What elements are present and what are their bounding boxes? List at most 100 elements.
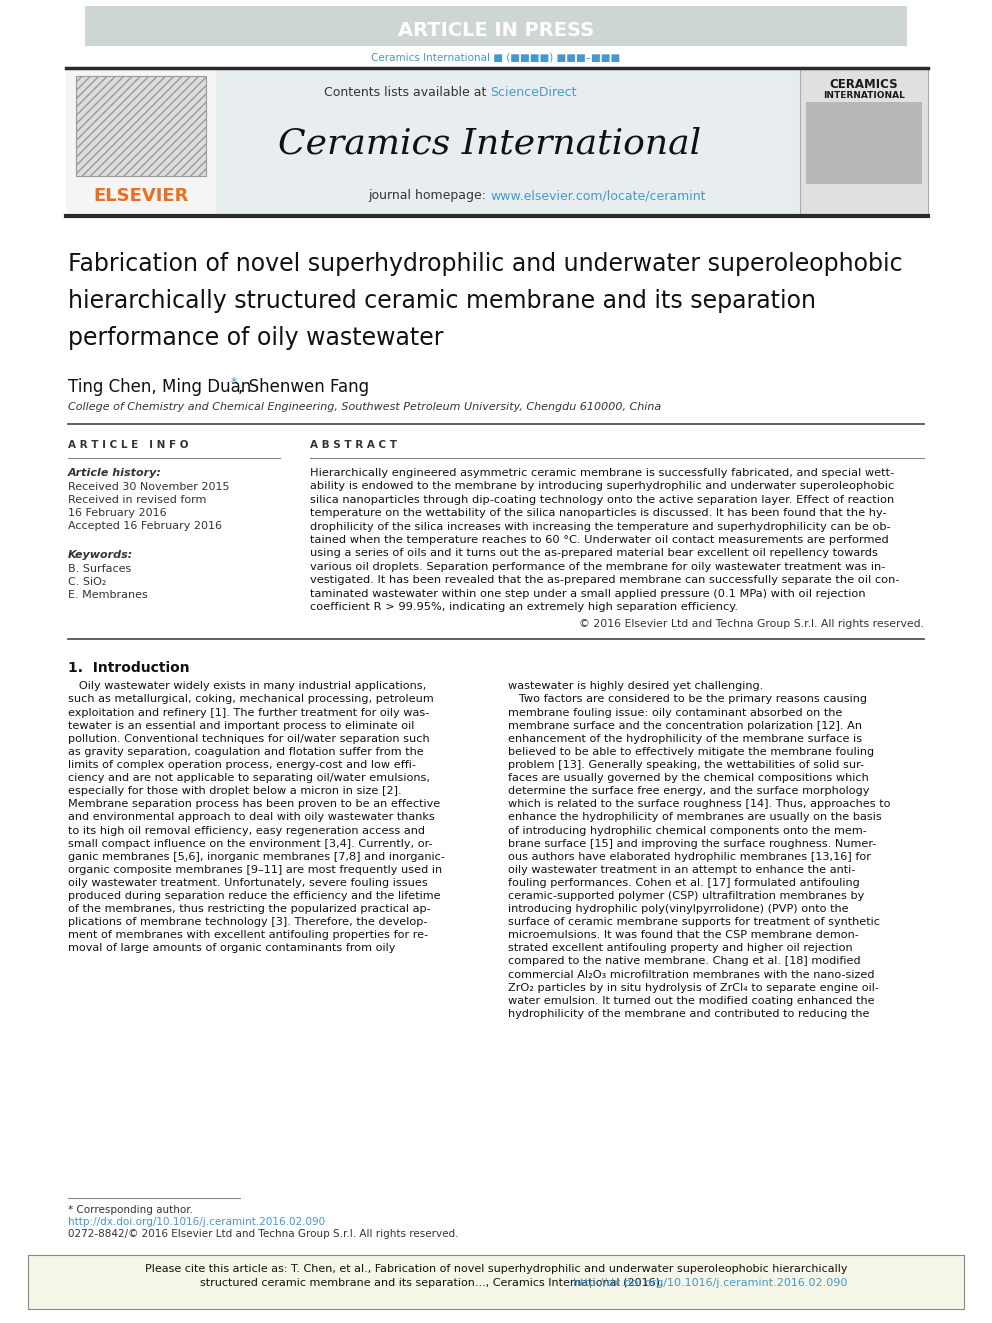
- Text: taminated wastewater within one step under a small applied pressure (0.1 MPa) wi: taminated wastewater within one step und…: [310, 589, 866, 598]
- Text: *: *: [231, 376, 237, 389]
- Text: brane surface [15] and improving the surface roughness. Numer-: brane surface [15] and improving the sur…: [508, 839, 876, 848]
- Text: Membrane separation process has been proven to be an effective: Membrane separation process has been pro…: [68, 799, 440, 810]
- Text: problem [13]. Generally speaking, the wettabilities of solid sur-: problem [13]. Generally speaking, the we…: [508, 759, 864, 770]
- Text: ous authors have elaborated hydrophilic membranes [13,16] for: ous authors have elaborated hydrophilic …: [508, 852, 871, 861]
- Text: of introducing hydrophilic chemical components onto the mem-: of introducing hydrophilic chemical comp…: [508, 826, 867, 836]
- Text: believed to be able to effectively mitigate the membrane fouling: believed to be able to effectively mitig…: [508, 747, 874, 757]
- Bar: [66, 67, 928, 216]
- Text: fouling performances. Cohen et al. [17] formulated antifouling: fouling performances. Cohen et al. [17] …: [508, 878, 860, 888]
- Text: 16 February 2016: 16 February 2016: [68, 508, 167, 519]
- Text: using a series of oils and it turns out the as-prepared material bear excellent : using a series of oils and it turns out …: [310, 549, 878, 558]
- Text: strated excellent antifouling property and higher oil rejection: strated excellent antifouling property a…: [508, 943, 853, 954]
- Text: http://dx.doi.org/10.1016/j.ceramint.2016.02.090: http://dx.doi.org/10.1016/j.ceramint.201…: [573, 1278, 848, 1289]
- Text: INTERNATIONAL: INTERNATIONAL: [823, 91, 905, 101]
- Text: ment of membranes with excellent antifouling properties for re-: ment of membranes with excellent antifou…: [68, 930, 429, 941]
- Text: C. SiO₂: C. SiO₂: [68, 577, 106, 587]
- Text: ARTICLE IN PRESS: ARTICLE IN PRESS: [398, 20, 594, 40]
- Text: Please cite this article as: T. Chen, et al., Fabrication of novel superhydrophi: Please cite this article as: T. Chen, et…: [145, 1263, 847, 1274]
- Text: compared to the native membrane. Chang et al. [18] modified: compared to the native membrane. Chang e…: [508, 957, 861, 967]
- Text: © 2016 Elsevier Ltd and Techna Group S.r.l. All rights reserved.: © 2016 Elsevier Ltd and Techna Group S.r…: [579, 619, 924, 630]
- Text: oily wastewater treatment. Unfortunately, severe fouling issues: oily wastewater treatment. Unfortunately…: [68, 878, 428, 888]
- Text: performance of oily wastewater: performance of oily wastewater: [68, 325, 443, 351]
- Text: moval of large amounts of organic contaminants from oily: moval of large amounts of organic contam…: [68, 943, 396, 954]
- Text: vestigated. It has been revealed that the as-prepared membrane can successfully : vestigated. It has been revealed that th…: [310, 576, 900, 585]
- Text: Two factors are considered to be the primary reasons causing: Two factors are considered to be the pri…: [508, 695, 867, 705]
- Text: produced during separation reduce the efficiency and the lifetime: produced during separation reduce the ef…: [68, 890, 440, 901]
- Text: membrane surface and the concentration polarization [12]. An: membrane surface and the concentration p…: [508, 721, 862, 730]
- Text: www.elsevier.com/locate/ceramint: www.elsevier.com/locate/ceramint: [490, 189, 705, 202]
- Bar: [28, 1256, 964, 1308]
- Text: Article history:: Article history:: [68, 468, 162, 478]
- Text: Hierarchically engineered asymmetric ceramic membrane is successfully fabricated: Hierarchically engineered asymmetric cer…: [310, 468, 894, 478]
- Text: such as metallurgical, coking, mechanical processing, petroleum: such as metallurgical, coking, mechanica…: [68, 695, 434, 705]
- Text: and environmental approach to deal with oily wastewater thanks: and environmental approach to deal with …: [68, 812, 434, 823]
- Bar: [85, 7, 907, 46]
- Text: temperature on the wettability of the silica nanoparticles is discussed. It has : temperature on the wettability of the si…: [310, 508, 887, 519]
- Text: CERAMICS: CERAMICS: [829, 78, 899, 90]
- Text: ScienceDirect: ScienceDirect: [490, 86, 576, 98]
- Text: A B S T R A C T: A B S T R A C T: [310, 441, 397, 450]
- Text: 0272-8842/© 2016 Elsevier Ltd and Techna Group S.r.l. All rights reserved.: 0272-8842/© 2016 Elsevier Ltd and Techna…: [68, 1229, 458, 1240]
- Bar: [66, 67, 216, 216]
- Text: wastewater is highly desired yet challenging.: wastewater is highly desired yet challen…: [508, 681, 763, 692]
- Text: pollution. Conventional techniques for oil/water separation such: pollution. Conventional techniques for o…: [68, 734, 430, 744]
- Text: limits of complex operation process, energy-cost and low effi-: limits of complex operation process, ene…: [68, 759, 416, 770]
- Text: introducing hydrophilic poly(vinylpyrrolidone) (PVP) onto the: introducing hydrophilic poly(vinylpyrrol…: [508, 904, 848, 914]
- Text: determine the surface free energy, and the surface morphology: determine the surface free energy, and t…: [508, 786, 869, 796]
- Text: which is related to the surface roughness [14]. Thus, approaches to: which is related to the surface roughnes…: [508, 799, 891, 810]
- Text: tewater is an essential and important process to eliminate oil: tewater is an essential and important pr…: [68, 721, 415, 730]
- Text: coefficient R > 99.95%, indicating an extremely high separation efficiency.: coefficient R > 99.95%, indicating an ex…: [310, 602, 738, 613]
- Bar: [76, 75, 206, 176]
- Text: various oil droplets. Separation performance of the membrane for oily wastewater: various oil droplets. Separation perform…: [310, 562, 886, 572]
- Text: Received in revised form: Received in revised form: [68, 495, 206, 505]
- Text: A R T I C L E   I N F O: A R T I C L E I N F O: [68, 441, 188, 450]
- Text: Ceramics International: Ceramics International: [279, 126, 701, 160]
- Text: Contents lists available at: Contents lists available at: [323, 86, 490, 98]
- Text: faces are usually governed by the chemical compositions which: faces are usually governed by the chemic…: [508, 773, 869, 783]
- Text: Fabrication of novel superhydrophilic and underwater superoleophobic: Fabrication of novel superhydrophilic an…: [68, 251, 903, 277]
- Text: ganic membranes [5,6], inorganic membranes [7,8] and inorganic-: ganic membranes [5,6], inorganic membran…: [68, 852, 444, 861]
- Text: water emulsion. It turned out the modified coating enhanced the: water emulsion. It turned out the modifi…: [508, 996, 875, 1005]
- Text: surface of ceramic membrane supports for treatment of synthetic: surface of ceramic membrane supports for…: [508, 917, 880, 927]
- Bar: [806, 102, 922, 184]
- Text: journal homepage:: journal homepage:: [368, 189, 490, 202]
- Text: commercial Al₂O₃ microfiltration membranes with the nano-sized: commercial Al₂O₃ microfiltration membran…: [508, 970, 875, 979]
- Text: Ceramics International ■ (■■■■) ■■■–■■■: Ceramics International ■ (■■■■) ■■■–■■■: [371, 53, 621, 64]
- Text: microemulsions. It was found that the CSP membrane demon-: microemulsions. It was found that the CS…: [508, 930, 859, 941]
- Text: hydrophilicity of the membrane and contributed to reducing the: hydrophilicity of the membrane and contr…: [508, 1009, 870, 1019]
- Text: Received 30 November 2015: Received 30 November 2015: [68, 482, 229, 492]
- Text: E. Membranes: E. Membranes: [68, 590, 148, 601]
- Text: http://dx.doi.org/10.1016/j.ceramint.2016.02.090: http://dx.doi.org/10.1016/j.ceramint.201…: [68, 1217, 325, 1226]
- Text: Ting Chen, Ming Duan: Ting Chen, Ming Duan: [68, 378, 251, 396]
- Text: 1.  Introduction: 1. Introduction: [68, 662, 189, 676]
- Text: tained when the temperature reaches to 60 °C. Underwater oil contact measurement: tained when the temperature reaches to 6…: [310, 534, 889, 545]
- Text: B. Surfaces: B. Surfaces: [68, 564, 131, 574]
- Text: exploitation and refinery [1]. The further treatment for oily was-: exploitation and refinery [1]. The furth…: [68, 708, 430, 717]
- Text: to its high oil removal efficiency, easy regeneration access and: to its high oil removal efficiency, easy…: [68, 826, 425, 836]
- Text: College of Chemistry and Chemical Engineering, Southwest Petroleum University, C: College of Chemistry and Chemical Engine…: [68, 402, 662, 411]
- Text: organic composite membranes [9–11] are most frequently used in: organic composite membranes [9–11] are m…: [68, 865, 442, 875]
- Text: Accepted 16 February 2016: Accepted 16 February 2016: [68, 521, 222, 531]
- Text: small compact influence on the environment [3,4]. Currently, or-: small compact influence on the environme…: [68, 839, 433, 848]
- Text: hierarchically structured ceramic membrane and its separation: hierarchically structured ceramic membra…: [68, 288, 816, 314]
- Text: ELSEVIER: ELSEVIER: [93, 187, 188, 205]
- Text: especially for those with droplet below a micron in size [2].: especially for those with droplet below …: [68, 786, 402, 796]
- Text: enhancement of the hydrophilicity of the membrane surface is: enhancement of the hydrophilicity of the…: [508, 734, 862, 744]
- Text: membrane fouling issue: oily contaminant absorbed on the: membrane fouling issue: oily contaminant…: [508, 708, 842, 717]
- Text: Oily wastewater widely exists in many industrial applications,: Oily wastewater widely exists in many in…: [68, 681, 427, 692]
- Text: ciency and are not applicable to separating oil/water emulsions,: ciency and are not applicable to separat…: [68, 773, 430, 783]
- Text: ZrO₂ particles by in situ hydrolysis of ZrCl₄ to separate engine oil-: ZrO₂ particles by in situ hydrolysis of …: [508, 983, 879, 992]
- Text: silica nanoparticles through dip-coating technology onto the active separation l: silica nanoparticles through dip-coating…: [310, 495, 894, 505]
- Text: as gravity separation, coagulation and flotation suffer from the: as gravity separation, coagulation and f…: [68, 747, 424, 757]
- Text: structured ceramic membrane and its separation..., Ceramics International (2016): structured ceramic membrane and its sepa…: [200, 1278, 668, 1289]
- Text: ceramic-supported polymer (CSP) ultrafiltration membranes by: ceramic-supported polymer (CSP) ultrafil…: [508, 890, 864, 901]
- Text: Keywords:: Keywords:: [68, 550, 133, 560]
- Text: drophilicity of the silica increases with increasing the temperature and superhy: drophilicity of the silica increases wit…: [310, 521, 891, 532]
- Text: of the membranes, thus restricting the popularized practical ap-: of the membranes, thus restricting the p…: [68, 904, 431, 914]
- Bar: [800, 67, 928, 216]
- Text: oily wastewater treatment in an attempt to enhance the anti-: oily wastewater treatment in an attempt …: [508, 865, 855, 875]
- Text: * Corresponding author.: * Corresponding author.: [68, 1205, 193, 1215]
- Text: ability is endowed to the membrane by introducing superhydrophilic and underwate: ability is endowed to the membrane by in…: [310, 482, 894, 491]
- Text: enhance the hydrophilicity of membranes are usually on the basis: enhance the hydrophilicity of membranes …: [508, 812, 882, 823]
- Text: , Shenwen Fang: , Shenwen Fang: [238, 378, 369, 396]
